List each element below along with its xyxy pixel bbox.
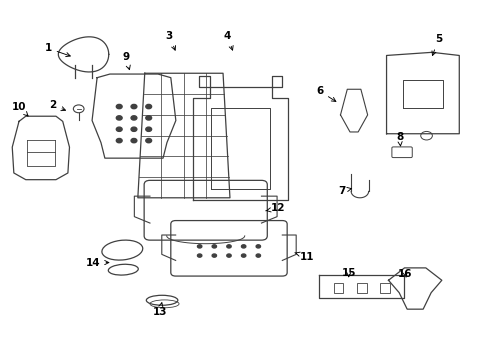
Circle shape bbox=[116, 139, 122, 143]
Circle shape bbox=[197, 254, 202, 257]
Circle shape bbox=[116, 127, 122, 131]
Text: 6: 6 bbox=[315, 86, 335, 102]
Text: 4: 4 bbox=[224, 31, 233, 50]
Bar bbox=[333, 283, 343, 293]
Text: 15: 15 bbox=[341, 268, 355, 278]
Text: 11: 11 bbox=[294, 252, 314, 261]
Circle shape bbox=[145, 127, 151, 131]
Circle shape bbox=[131, 139, 137, 143]
Circle shape bbox=[226, 254, 231, 257]
Text: 1: 1 bbox=[44, 43, 70, 57]
Circle shape bbox=[197, 245, 202, 248]
Circle shape bbox=[256, 254, 260, 257]
Text: 7: 7 bbox=[337, 186, 351, 196]
Bar bbox=[356, 283, 366, 293]
Circle shape bbox=[145, 104, 151, 109]
Text: 8: 8 bbox=[395, 132, 403, 146]
Bar bbox=[380, 283, 389, 293]
Circle shape bbox=[241, 245, 245, 248]
Circle shape bbox=[256, 245, 260, 248]
Circle shape bbox=[131, 116, 137, 120]
Circle shape bbox=[145, 116, 151, 120]
Text: 14: 14 bbox=[86, 257, 109, 267]
Circle shape bbox=[145, 139, 151, 143]
Circle shape bbox=[241, 254, 245, 257]
Text: 2: 2 bbox=[49, 100, 65, 111]
Text: 16: 16 bbox=[397, 269, 412, 279]
Text: 12: 12 bbox=[265, 203, 285, 213]
Circle shape bbox=[116, 116, 122, 120]
Text: 10: 10 bbox=[12, 102, 28, 116]
Text: 5: 5 bbox=[431, 35, 441, 55]
Circle shape bbox=[131, 127, 137, 131]
Text: 3: 3 bbox=[165, 31, 175, 50]
Circle shape bbox=[116, 104, 122, 109]
Circle shape bbox=[131, 104, 137, 109]
Text: 9: 9 bbox=[122, 52, 130, 69]
Circle shape bbox=[212, 254, 216, 257]
Circle shape bbox=[212, 245, 216, 248]
Circle shape bbox=[226, 245, 231, 248]
Text: 13: 13 bbox=[152, 303, 166, 317]
